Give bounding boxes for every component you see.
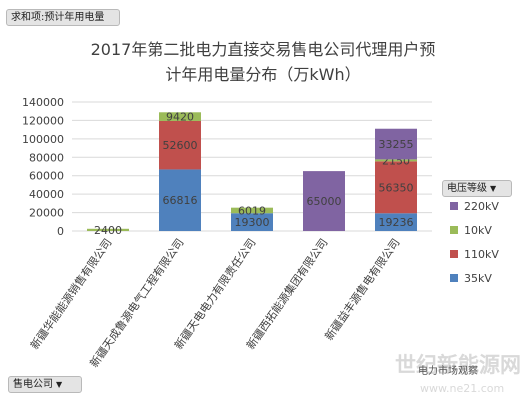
data-label: 66816 xyxy=(163,194,198,207)
chart-title-line-2: 计年用电量分布（万kWh） xyxy=(165,65,360,84)
data-label: 19300 xyxy=(235,216,270,229)
data-label: 6019 xyxy=(238,204,266,217)
data-label: 2400 xyxy=(94,224,122,237)
axis-field-button[interactable]: 售电公司 ▼ xyxy=(8,376,82,393)
y-tick-label: 100000 xyxy=(22,133,64,146)
data-label: 2150 xyxy=(382,154,410,167)
legend-entry-label: 110kV xyxy=(464,248,499,261)
legend-entry-label: 10kV xyxy=(464,224,492,237)
legend-field-dropdown-icon[interactable]: ▼ xyxy=(490,184,497,193)
bar-segment xyxy=(375,159,417,162)
data-label: 52600 xyxy=(163,139,198,152)
bar-segment xyxy=(159,120,201,170)
watermark-url: www.ne21.com xyxy=(420,382,504,395)
axis-field-dropdown-icon[interactable]: ▼ xyxy=(56,380,63,389)
legend-field-label: 电压等级 xyxy=(447,183,487,194)
value-field-button[interactable]: 求和项:预计年用电量 xyxy=(6,9,120,26)
x-tick-label: 新疆天电电力有限责任公司 xyxy=(171,236,258,352)
y-tick-label: 60000 xyxy=(29,170,64,183)
legend-entry-label: 35kV xyxy=(464,272,492,285)
y-tick-label: 20000 xyxy=(29,207,64,220)
x-tick-label: 新疆天成鲁源电气工程有限公司 xyxy=(87,236,187,370)
x-tick-label: 新疆华能能源销售有限公司 xyxy=(27,236,114,352)
watermark-source: 电力市场观察 xyxy=(418,364,478,377)
legend-entry-label: 220kV xyxy=(464,200,499,213)
y-tick-label: 40000 xyxy=(29,188,64,201)
data-label: 56350 xyxy=(379,181,414,194)
value-field-label: 求和项:预计年用电量 xyxy=(11,12,105,23)
legend-swatch xyxy=(450,274,458,282)
watermark-main: 世纪新能源网 xyxy=(395,353,520,377)
legend-swatch xyxy=(450,250,458,258)
data-label: 19236 xyxy=(379,216,414,229)
data-label: 65000 xyxy=(307,195,342,208)
y-tick-label: 120000 xyxy=(22,114,64,127)
bar-segment xyxy=(375,161,417,214)
y-tick-label: 140000 xyxy=(22,96,64,109)
legend-field-button[interactable]: 电压等级 ▼ xyxy=(442,180,512,197)
chart-title-line-1: 2017年第二批电力直接交易售电公司代理用户预 xyxy=(91,40,436,59)
bar-segment xyxy=(87,228,129,231)
bar-segment xyxy=(303,171,345,231)
legend-swatch xyxy=(450,226,458,234)
bar-segment xyxy=(375,128,417,160)
axis-field-label: 售电公司 xyxy=(13,379,53,390)
bar-segment xyxy=(231,207,273,214)
data-label: 33255 xyxy=(379,138,414,151)
x-tick-label: 新疆西拓能源集团有限公司 xyxy=(243,236,330,352)
bar-segment xyxy=(231,213,273,231)
data-label: 9420 xyxy=(166,111,194,124)
bar-segment xyxy=(159,112,201,121)
y-tick-label: 0 xyxy=(57,225,64,238)
bar-segment xyxy=(375,213,417,231)
legend-swatch xyxy=(450,202,458,210)
bar-segment xyxy=(159,169,201,231)
y-tick-label: 80000 xyxy=(29,151,64,164)
x-tick-label: 新疆益丰源售电有限公司 xyxy=(322,236,403,343)
